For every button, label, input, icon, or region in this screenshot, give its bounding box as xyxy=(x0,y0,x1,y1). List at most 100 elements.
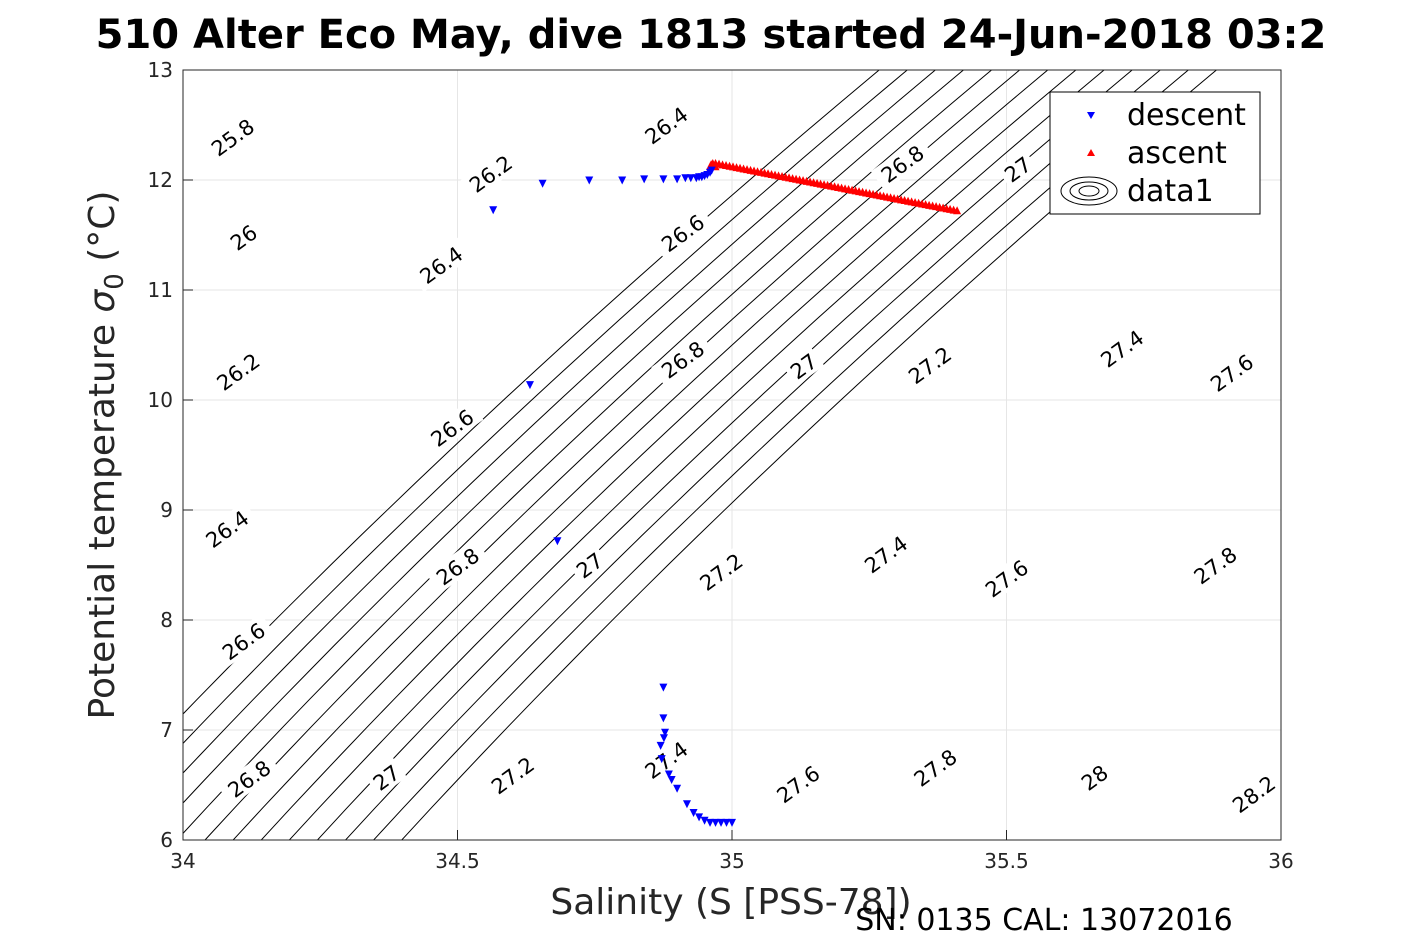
y-tick-label: 9 xyxy=(160,498,173,522)
contour-label-gap xyxy=(365,757,407,798)
contour-label-gap xyxy=(206,344,270,399)
descent-point xyxy=(656,741,665,750)
x-axis-ticks: 34 34.5 35 35.5 36 xyxy=(170,830,1294,873)
legend-ascent-label: ascent xyxy=(1127,136,1227,171)
descent-point xyxy=(695,813,704,822)
contour-line xyxy=(316,70,1133,840)
descent-point xyxy=(722,818,731,827)
descent-point xyxy=(659,734,668,743)
y-axis-label-subscript: 0 xyxy=(100,273,130,290)
contour-label-gap xyxy=(996,149,1039,189)
descent-point xyxy=(664,770,673,779)
contour-label-gap xyxy=(201,109,264,165)
grid-lines xyxy=(182,69,1282,841)
descent-point xyxy=(659,683,668,692)
descent-point xyxy=(538,179,547,188)
legend-descent-marker xyxy=(1087,112,1095,119)
descent-point xyxy=(711,818,720,827)
legend-data1-label: data1 xyxy=(1127,174,1214,209)
contour-label-gap xyxy=(1090,320,1154,376)
contour-line xyxy=(183,70,993,835)
y-tick-label: 8 xyxy=(160,608,173,632)
descent-point xyxy=(489,206,498,215)
descent-point xyxy=(728,818,736,827)
contour-line xyxy=(232,70,1049,840)
descent-point xyxy=(689,809,698,817)
descent-point xyxy=(682,800,691,809)
contour-line xyxy=(183,70,909,745)
contour-label-gap xyxy=(1222,766,1281,822)
contour-label-gap xyxy=(1073,757,1116,798)
y-tick-label: 7 xyxy=(160,718,173,742)
legend-ascent-marker xyxy=(1087,149,1095,156)
contour-line xyxy=(260,70,1077,840)
descent-point xyxy=(525,381,534,390)
descent-point xyxy=(681,174,690,183)
contour-label-gap xyxy=(459,146,522,201)
contour-label-gap xyxy=(634,732,698,788)
contour-line xyxy=(183,70,880,715)
footer-calibration: SN: 0135 CAL: 13072016 xyxy=(855,903,1233,938)
x-tick-label: 34 xyxy=(170,849,195,873)
density-contours xyxy=(183,70,1218,840)
contour-line xyxy=(344,70,1162,840)
contour-label-gap xyxy=(222,217,265,257)
y-axis-label-text: Potential temperature xyxy=(82,324,123,719)
y-axis-label: Potential temperature σ0 (°C) xyxy=(82,191,130,720)
descent-point xyxy=(618,176,627,185)
contour-label-gap xyxy=(195,501,259,557)
legend-box xyxy=(1049,91,1261,215)
contour-label-gap xyxy=(766,756,830,812)
descent-point xyxy=(659,714,668,723)
descent-point xyxy=(717,818,726,827)
x-tick-label: 35 xyxy=(719,849,744,873)
descent-point xyxy=(673,784,682,793)
descent-point xyxy=(640,175,649,184)
legend-contour-icon xyxy=(1060,176,1118,206)
y-axis-label-symbol: σ xyxy=(82,289,123,313)
contour-label-gap xyxy=(426,538,489,594)
legend: descent ascent data1 xyxy=(1049,91,1261,215)
contour-label-gap xyxy=(782,346,825,386)
descent-point xyxy=(700,816,709,825)
y-tick-label: 12 xyxy=(148,168,173,192)
ascent-point xyxy=(953,206,962,215)
x-axis-label: Salinity (S [PSS-78]) xyxy=(550,882,911,923)
descent-point xyxy=(659,175,668,184)
chart-title: 510 Alter Eco May, dive 1813 started 24-… xyxy=(96,12,1327,58)
contour-label-gap xyxy=(651,331,714,387)
contour-label-gap xyxy=(870,136,934,191)
contour-label-gap xyxy=(634,97,698,153)
contour-label-gap xyxy=(854,526,918,582)
y-tick-label: 10 xyxy=(148,388,173,412)
contour-label: 27 xyxy=(568,545,611,585)
contour-label-gap xyxy=(481,747,544,803)
contour-label-gap xyxy=(689,544,753,599)
descent-series xyxy=(489,166,736,827)
descent-point xyxy=(667,776,676,784)
x-tick-label: 36 xyxy=(1268,849,1293,873)
x-tick-label: 35.5 xyxy=(984,849,1029,873)
contour-label-gap xyxy=(568,545,611,585)
y-tick-label: 6 xyxy=(160,828,173,852)
y-axis-label-unit: (°C) xyxy=(82,191,123,262)
contour-label-gap xyxy=(651,205,714,261)
ascent-series xyxy=(706,159,962,215)
descent-point xyxy=(707,166,716,175)
descent-point xyxy=(657,755,666,764)
contour-label-gap xyxy=(409,237,473,293)
contour-label-gap xyxy=(903,740,967,795)
y-tick-label: 13 xyxy=(148,58,173,82)
contour-label-gap xyxy=(898,337,961,393)
contour-line xyxy=(183,70,965,804)
x-tick-label: 34.5 xyxy=(435,849,480,873)
descent-point xyxy=(553,537,562,546)
contour-label-gap xyxy=(975,550,1038,606)
contour-label-gap xyxy=(212,613,275,669)
descent-point xyxy=(585,176,594,185)
descent-point xyxy=(706,818,715,827)
contour-label-gap xyxy=(217,751,281,806)
contour-label-gap xyxy=(420,400,484,455)
y-tick-label: 11 xyxy=(148,278,173,302)
